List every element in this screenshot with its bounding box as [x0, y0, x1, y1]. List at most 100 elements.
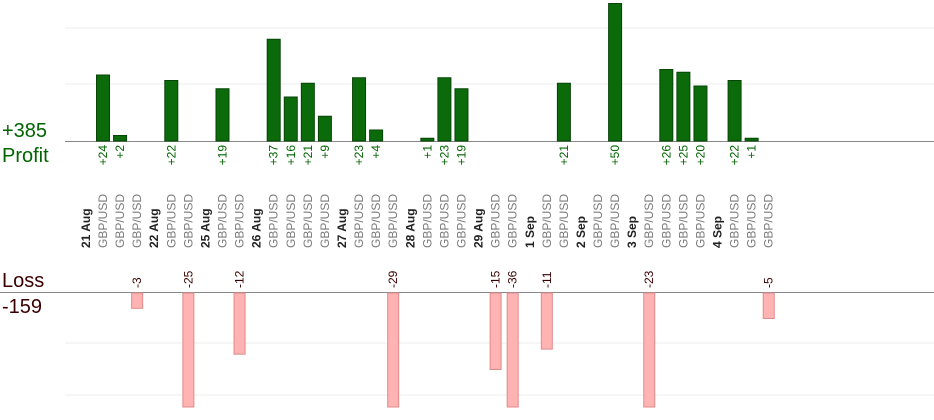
profit-bar	[727, 80, 742, 142]
pair-label: GBP/USD	[540, 194, 554, 248]
profit-bar	[300, 82, 315, 142]
pair-label: GBP/USD	[130, 194, 144, 248]
date-label: 25 Aug	[198, 208, 212, 248]
profit-value-label: +16	[284, 145, 298, 166]
profit-value-label: +23	[437, 145, 451, 166]
pair-label: GBP/USD	[642, 194, 656, 248]
profit-value-label: +1	[420, 145, 434, 159]
loss-value-label: -29	[386, 270, 400, 288]
profit-bar	[454, 88, 469, 142]
date-label: 22 Aug	[147, 208, 161, 248]
profit-value-label: +26	[659, 145, 673, 166]
loss-value-label: -23	[642, 270, 656, 288]
pair-label: GBP/USD	[164, 194, 178, 248]
pair-label: GBP/USD	[693, 194, 707, 248]
pair-label: GBP/USD	[113, 194, 127, 248]
profit-total: +385	[2, 120, 48, 142]
pair-label: GBP/USD	[745, 194, 759, 248]
profit-value-label: +2	[113, 145, 127, 159]
pair-label: GBP/USD	[728, 194, 742, 248]
profit-bar	[266, 38, 281, 142]
profit-bar	[283, 96, 298, 142]
loss-bar	[506, 292, 519, 408]
date-label: 3 Sep	[625, 216, 639, 248]
pair-label: GBP/USD	[557, 194, 571, 248]
pair-label: GBP/USD	[489, 194, 503, 248]
date-label: 29 Aug	[472, 208, 486, 248]
pair-label: GBP/USD	[437, 194, 451, 248]
date-label: 28 Aug	[403, 208, 417, 248]
loss-total: -159	[2, 296, 43, 318]
loss-bar	[233, 292, 246, 355]
profit-value-label: +4	[369, 145, 383, 159]
pair-label: GBP/USD	[96, 194, 110, 248]
date-label: 2 Sep	[574, 216, 588, 248]
pair-label: GBP/USD	[676, 194, 690, 248]
loss-bar	[387, 292, 400, 408]
loss-value-label: -11	[540, 271, 554, 288]
profit-label: Profit	[2, 145, 49, 167]
pair-label: GBP/USD	[608, 194, 622, 248]
loss-bar	[131, 292, 144, 309]
loss-bar	[540, 292, 553, 350]
loss-label: Loss	[2, 270, 45, 292]
pair-label: GBP/USD	[386, 194, 400, 248]
profit-value-label: +9	[318, 145, 332, 159]
profit-value-label: +22	[728, 145, 742, 166]
loss-value-label: -36	[506, 270, 520, 288]
pair-label: GBP/USD	[591, 194, 605, 248]
profit-bar	[369, 129, 384, 142]
profit-bar	[693, 85, 708, 142]
profit-value-label: +37	[267, 145, 281, 166]
profit-bar	[317, 115, 332, 142]
pair-label: GBP/USD	[659, 194, 673, 248]
profit-bar	[420, 137, 435, 142]
profit-value-label: +19	[454, 145, 468, 166]
loss-bar	[182, 292, 195, 408]
profit-bar	[676, 71, 691, 142]
pair-label: GBP/USD	[215, 194, 229, 248]
profit-value-label: +1	[745, 145, 759, 159]
profit-value-label: +50	[608, 145, 622, 166]
pair-label: GBP/USD	[352, 194, 366, 248]
loss-value-label: -25	[181, 270, 195, 288]
profit-bar	[659, 69, 674, 142]
loss-value-label: -15	[489, 270, 503, 288]
profit-bar	[164, 80, 179, 142]
pair-label: GBP/USD	[454, 194, 468, 248]
loss-bar	[643, 292, 656, 408]
loss-value-label: -12	[233, 270, 247, 288]
date-label: 26 Aug	[250, 208, 264, 248]
pair-label: GBP/USD	[369, 194, 383, 248]
profit-bar	[608, 3, 623, 142]
profit-bar	[437, 77, 452, 142]
profit-value-label: +24	[96, 145, 110, 166]
profit-value-label: +22	[164, 145, 178, 166]
loss-value-label: -3	[130, 277, 144, 288]
date-label: 4 Sep	[711, 216, 725, 248]
loss-bar	[762, 292, 775, 319]
profit-bar	[556, 82, 571, 142]
profit-value-label: +25	[676, 145, 690, 166]
date-label: 21 Aug	[79, 208, 93, 248]
profit-bar	[96, 74, 110, 142]
profit-value-label: +21	[301, 145, 315, 166]
profit-bar	[352, 77, 367, 142]
pair-label: GBP/USD	[420, 194, 434, 248]
profit-bar	[744, 137, 759, 142]
pair-label: GBP/USD	[284, 194, 298, 248]
pair-label: GBP/USD	[318, 194, 332, 248]
pair-label: GBP/USD	[301, 194, 315, 248]
pair-label: GBP/USD	[762, 194, 776, 248]
profit-value-label: +21	[557, 145, 571, 166]
pair-label: GBP/USD	[181, 194, 195, 248]
profit-value-label: +23	[352, 145, 366, 166]
pair-label: GBP/USD	[233, 194, 247, 248]
loss-value-label: -5	[762, 277, 776, 288]
profit-value-label: +20	[693, 145, 707, 166]
profit-value-label: +19	[215, 145, 229, 166]
profit-bar	[215, 88, 230, 142]
date-label: 1 Sep	[523, 216, 537, 248]
date-label: 27 Aug	[335, 208, 349, 248]
